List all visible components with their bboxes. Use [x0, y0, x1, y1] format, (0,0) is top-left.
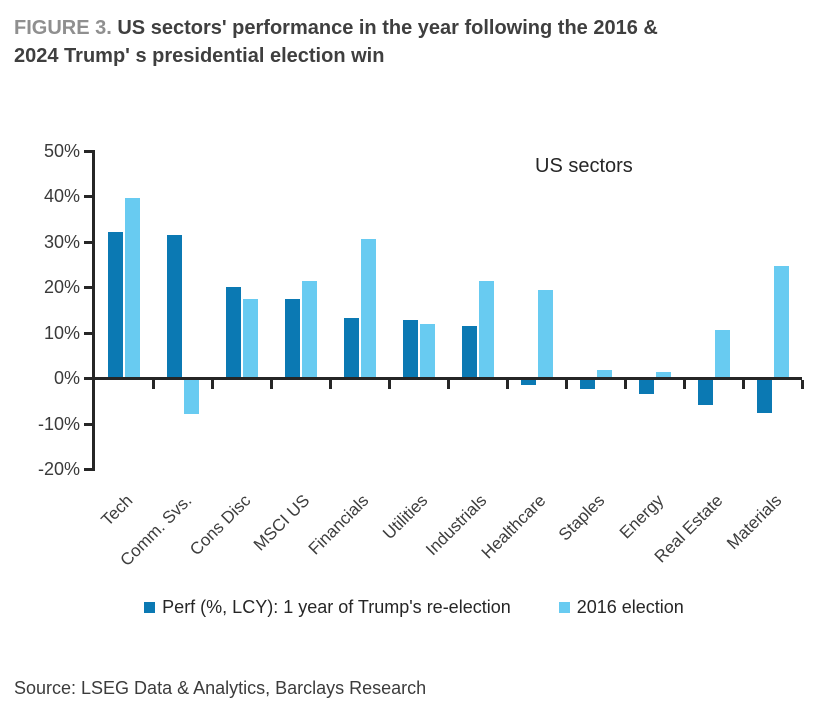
y-axis-tick [84, 377, 92, 380]
x-axis-tick [329, 380, 333, 389]
bar-energy-light [655, 372, 671, 377]
y-axis-tick [84, 422, 92, 426]
bar-financials-light [361, 239, 377, 377]
x-axis-tick [447, 380, 450, 389]
legend-item-2016: 2016 election [558, 597, 684, 618]
y-tick-label: -10% [37, 413, 80, 434]
x-axis-tick [505, 380, 509, 389]
x-axis-tick [270, 380, 274, 389]
bar-utilities-light [420, 323, 436, 377]
x-axis-tick [623, 380, 627, 389]
figure-title-line2: 2024 Trump' s presidential election win [14, 45, 385, 67]
bar-utilities-dark [403, 319, 419, 377]
y-tick-label: 0% [53, 368, 80, 388]
x-axis-tick [741, 380, 745, 389]
bar-materials-light [773, 265, 789, 377]
y-axis-tick [84, 149, 92, 153]
plot-area: 50% 40% 30% 20% 10% 0% -10% -20% Tech Comm. Svs. C… [38, 141, 804, 570]
y-tick-label: 10% [43, 322, 80, 343]
legend-item-reelection: Perf (%, LCY): 1 year of Trump's re-elec… [144, 597, 511, 618]
y-axis-tick [84, 286, 92, 289]
x-axis-tick [152, 380, 156, 389]
y-axis-tick [84, 240, 92, 244]
figure-title-line1: US sectors' performance in the year foll… [117, 17, 658, 39]
bar-comm-svs-dark [167, 235, 183, 377]
figure-title: FIGURE 3. US sectors' performance in the… [14, 14, 804, 70]
bar-comm-svs-light [184, 380, 200, 415]
legend: Perf (%, LCY): 1 year of Trump's re-elec… [0, 597, 828, 618]
legend-label-2016: 2016 election [576, 597, 684, 617]
bar-real-estate-light [714, 329, 730, 377]
source-note: Source: LSEG Data & Analytics, Barclays … [14, 678, 427, 698]
y-tick-label: 50% [43, 140, 80, 161]
y-tick-label: 40% [43, 186, 80, 206]
y-tick-label: 30% [43, 231, 80, 252]
y-tick-label: 20% [43, 277, 80, 297]
legend-swatch-light [558, 602, 570, 613]
legend-swatch-dark [144, 602, 156, 613]
y-axis-tick [84, 195, 92, 198]
figure-number: FIGURE 3. [14, 17, 112, 39]
bar-industrials-dark [461, 326, 477, 377]
y-axis-line [92, 150, 95, 471]
bar-msci-us-light [302, 281, 318, 377]
bar-staples-light [596, 370, 612, 377]
bar-real-estate-dark [697, 380, 713, 406]
x-axis-tick [564, 380, 568, 389]
bar-energy-dark [638, 380, 654, 394]
bar-msci-us-dark [285, 298, 301, 377]
x-axis-tick [800, 380, 804, 389]
x-axis-tick [388, 380, 392, 389]
y-tick-label: -20% [37, 459, 80, 479]
bar-tech-light [125, 198, 141, 377]
bar-industrials-light [478, 280, 494, 377]
x-axis-line [92, 377, 802, 380]
bar-healthcare-dark [520, 380, 536, 385]
x-axis-tick [682, 380, 686, 389]
x-axis-tick [211, 380, 215, 389]
bar-cons-disc-dark [226, 287, 242, 377]
y-axis-tick [84, 468, 92, 471]
bar-chart: US sectors 50% 40% 30% 20% 10% 0% -10% -20% Tech… [38, 141, 804, 570]
y-axis-tick [84, 331, 92, 335]
bar-materials-dark [756, 380, 772, 413]
bar-financials-dark [344, 317, 360, 377]
bar-tech-dark [108, 232, 124, 377]
bar-cons-disc-light [243, 298, 259, 377]
bar-staples-dark [579, 380, 595, 390]
legend-label-reelection: Perf (%, LCY): 1 year of Trump's re-elec… [162, 597, 511, 617]
chart-annotation: US sectors [535, 155, 633, 177]
bar-healthcare-light [537, 289, 553, 377]
